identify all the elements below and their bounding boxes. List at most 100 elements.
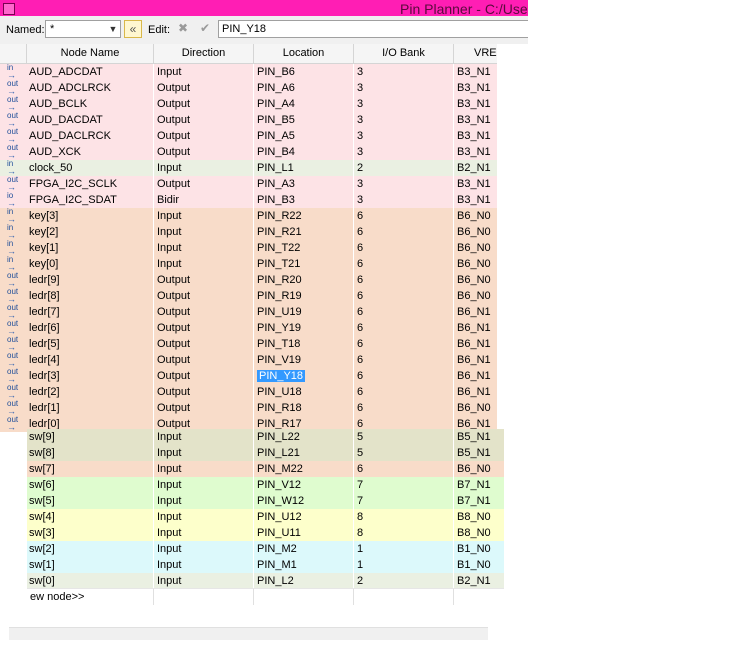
table-row[interactable]: out → FPGA_I2C_SCLK Output PIN_A3 3 B3_N1 [0, 176, 497, 192]
edit-value-field[interactable]: PIN_Y18 [218, 20, 528, 38]
io-bank-cell[interactable]: 6 [354, 384, 454, 400]
table-row[interactable]: out → AUD_XCK Output PIN_B4 3 B3_N1 [0, 144, 497, 160]
table-row[interactable]: out → ledr[3] Output PIN_Y18 6 B6_N1 [0, 368, 497, 384]
direction-cell[interactable]: Output [154, 304, 254, 320]
direction-cell[interactable]: Bidir [154, 192, 254, 208]
node-name-cell[interactable]: sw[5] [27, 493, 154, 509]
node-name-cell[interactable]: clock_50 [27, 160, 154, 176]
location-cell[interactable]: PIN_B3 [254, 192, 354, 208]
table-row[interactable]: sw[9] Input PIN_L22 5 B5_N1 [27, 429, 504, 445]
location-cell[interactable]: PIN_L22 [254, 429, 354, 445]
io-bank-cell[interactable]: 3 [354, 192, 454, 208]
direction-cell[interactable]: Output [154, 352, 254, 368]
node-name-cell[interactable]: key[3] [27, 208, 154, 224]
io-bank-cell[interactable]: 7 [354, 477, 454, 493]
table-row[interactable]: in → key[3] Input PIN_R22 6 B6_N0 [0, 208, 497, 224]
location-cell[interactable]: PIN_M1 [254, 557, 354, 573]
location-cell[interactable]: PIN_R18 [254, 400, 354, 416]
io-bank-cell[interactable]: 8 [354, 509, 454, 525]
vref-cell[interactable]: B6_N0 [454, 256, 497, 272]
direction-cell[interactable]: Input [154, 557, 254, 573]
table-row[interactable]: out → AUD_BCLK Output PIN_A4 3 B3_N1 [0, 96, 497, 112]
location-cell[interactable]: PIN_A3 [254, 176, 354, 192]
location-cell[interactable]: PIN_Y19 [254, 320, 354, 336]
table-row[interactable]: sw[5] Input PIN_W12 7 B7_N1 [27, 493, 504, 509]
vref-cell[interactable]: B2_N1 [454, 573, 504, 589]
table-row[interactable]: out → ledr[2] Output PIN_U18 6 B6_N1 [0, 384, 497, 400]
selected-location-text[interactable]: PIN_Y18 [257, 370, 306, 382]
io-bank-cell[interactable]: 6 [354, 461, 454, 477]
location-cell[interactable]: PIN_Y18 [254, 368, 354, 384]
table-row[interactable]: in → key[0] Input PIN_T21 6 B6_N0 [0, 256, 497, 272]
table-row[interactable]: sw[2] Input PIN_M2 1 B1_N0 [27, 541, 504, 557]
vref-cell[interactable]: B6_N1 [454, 320, 497, 336]
io-bank-cell[interactable]: 6 [354, 304, 454, 320]
location-cell[interactable]: PIN_B6 [254, 64, 354, 80]
location-cell[interactable]: PIN_R20 [254, 272, 354, 288]
direction-cell[interactable]: Output [154, 320, 254, 336]
io-bank-cell[interactable]: 6 [354, 400, 454, 416]
direction-cell[interactable]: Output [154, 336, 254, 352]
io-bank-cell[interactable]: 3 [354, 176, 454, 192]
location-cell[interactable]: PIN_U12 [254, 509, 354, 525]
io-bank-cell[interactable]: 3 [354, 112, 454, 128]
table-row[interactable]: out → ledr[4] Output PIN_V19 6 B6_N1 [0, 352, 497, 368]
io-bank-cell[interactable]: 5 [354, 445, 454, 461]
table-row[interactable]: in → AUD_ADCDAT Input PIN_B6 3 B3_N1 [0, 64, 497, 80]
table-row[interactable]: in → key[2] Input PIN_R21 6 B6_N0 [0, 224, 497, 240]
table-row[interactable]: out → AUD_DACDAT Output PIN_B5 3 B3_N1 [0, 112, 497, 128]
new-node-cell[interactable]: ew node>> [27, 589, 154, 605]
io-bank-cell[interactable]: 3 [354, 64, 454, 80]
direction-cell[interactable]: Input [154, 573, 254, 589]
io-bank-cell[interactable]: 6 [354, 224, 454, 240]
io-bank-cell[interactable]: 1 [354, 557, 454, 573]
direction-cell[interactable]: Input [154, 445, 254, 461]
node-name-cell[interactable]: key[2] [27, 224, 154, 240]
node-name-cell[interactable]: AUD_DACLRCK [27, 128, 154, 144]
vref-cell[interactable]: B1_N0 [454, 541, 504, 557]
table-row[interactable]: sw[3] Input PIN_U11 8 B8_N0 [27, 525, 504, 541]
io-bank-cell[interactable]: 6 [354, 256, 454, 272]
table-row[interactable]: out → ledr[7] Output PIN_U19 6 B6_N1 [0, 304, 497, 320]
node-name-cell[interactable]: ledr[6] [27, 320, 154, 336]
direction-cell[interactable]: Output [154, 96, 254, 112]
io-bank-cell[interactable]: 1 [354, 541, 454, 557]
location-cell[interactable]: PIN_R21 [254, 224, 354, 240]
node-name-cell[interactable]: ledr[7] [27, 304, 154, 320]
header-direction[interactable]: Direction [154, 44, 254, 63]
direction-cell[interactable]: Output [154, 144, 254, 160]
direction-cell[interactable]: Output [154, 368, 254, 384]
direction-cell[interactable]: Input [154, 493, 254, 509]
location-cell[interactable]: PIN_A5 [254, 128, 354, 144]
vref-cell[interactable]: B3_N1 [454, 112, 497, 128]
node-name-cell[interactable]: sw[8] [27, 445, 154, 461]
io-bank-cell[interactable]: 6 [354, 416, 454, 432]
io-bank-cell[interactable]: 3 [354, 80, 454, 96]
node-name-cell[interactable]: sw[6] [27, 477, 154, 493]
node-name-cell[interactable]: ledr[5] [27, 336, 154, 352]
location-cell[interactable]: PIN_L2 [254, 573, 354, 589]
node-name-cell[interactable]: FPGA_I2C_SCLK [27, 176, 154, 192]
location-cell[interactable]: PIN_L21 [254, 445, 354, 461]
vref-cell[interactable]: B6_N0 [454, 400, 497, 416]
location-cell[interactable]: PIN_U18 [254, 384, 354, 400]
table-row[interactable]: out → ledr[9] Output PIN_R20 6 B6_N0 [0, 272, 497, 288]
node-name-cell[interactable]: sw[4] [27, 509, 154, 525]
header-vref[interactable]: VREF [454, 44, 497, 63]
direction-cell[interactable]: Output [154, 176, 254, 192]
io-bank-cell[interactable]: 6 [354, 208, 454, 224]
vref-cell[interactable]: B2_N1 [454, 160, 497, 176]
vref-cell[interactable]: B6_N1 [454, 304, 497, 320]
location-cell[interactable]: PIN_R22 [254, 208, 354, 224]
vref-cell[interactable]: B3_N1 [454, 64, 497, 80]
direction-cell[interactable]: Input [154, 509, 254, 525]
location-cell[interactable]: PIN_W12 [254, 493, 354, 509]
node-name-cell[interactable]: AUD_ADCLRCK [27, 80, 154, 96]
node-name-cell[interactable]: AUD_BCLK [27, 96, 154, 112]
io-bank-cell[interactable]: 7 [354, 493, 454, 509]
table-row[interactable]: sw[6] Input PIN_V12 7 B7_N1 [27, 477, 504, 493]
direction-cell[interactable]: Input [154, 461, 254, 477]
direction-cell[interactable]: Output [154, 400, 254, 416]
table-row[interactable]: sw[0] Input PIN_L2 2 B2_N1 [27, 573, 504, 589]
vref-cell[interactable]: B6_N0 [454, 208, 497, 224]
